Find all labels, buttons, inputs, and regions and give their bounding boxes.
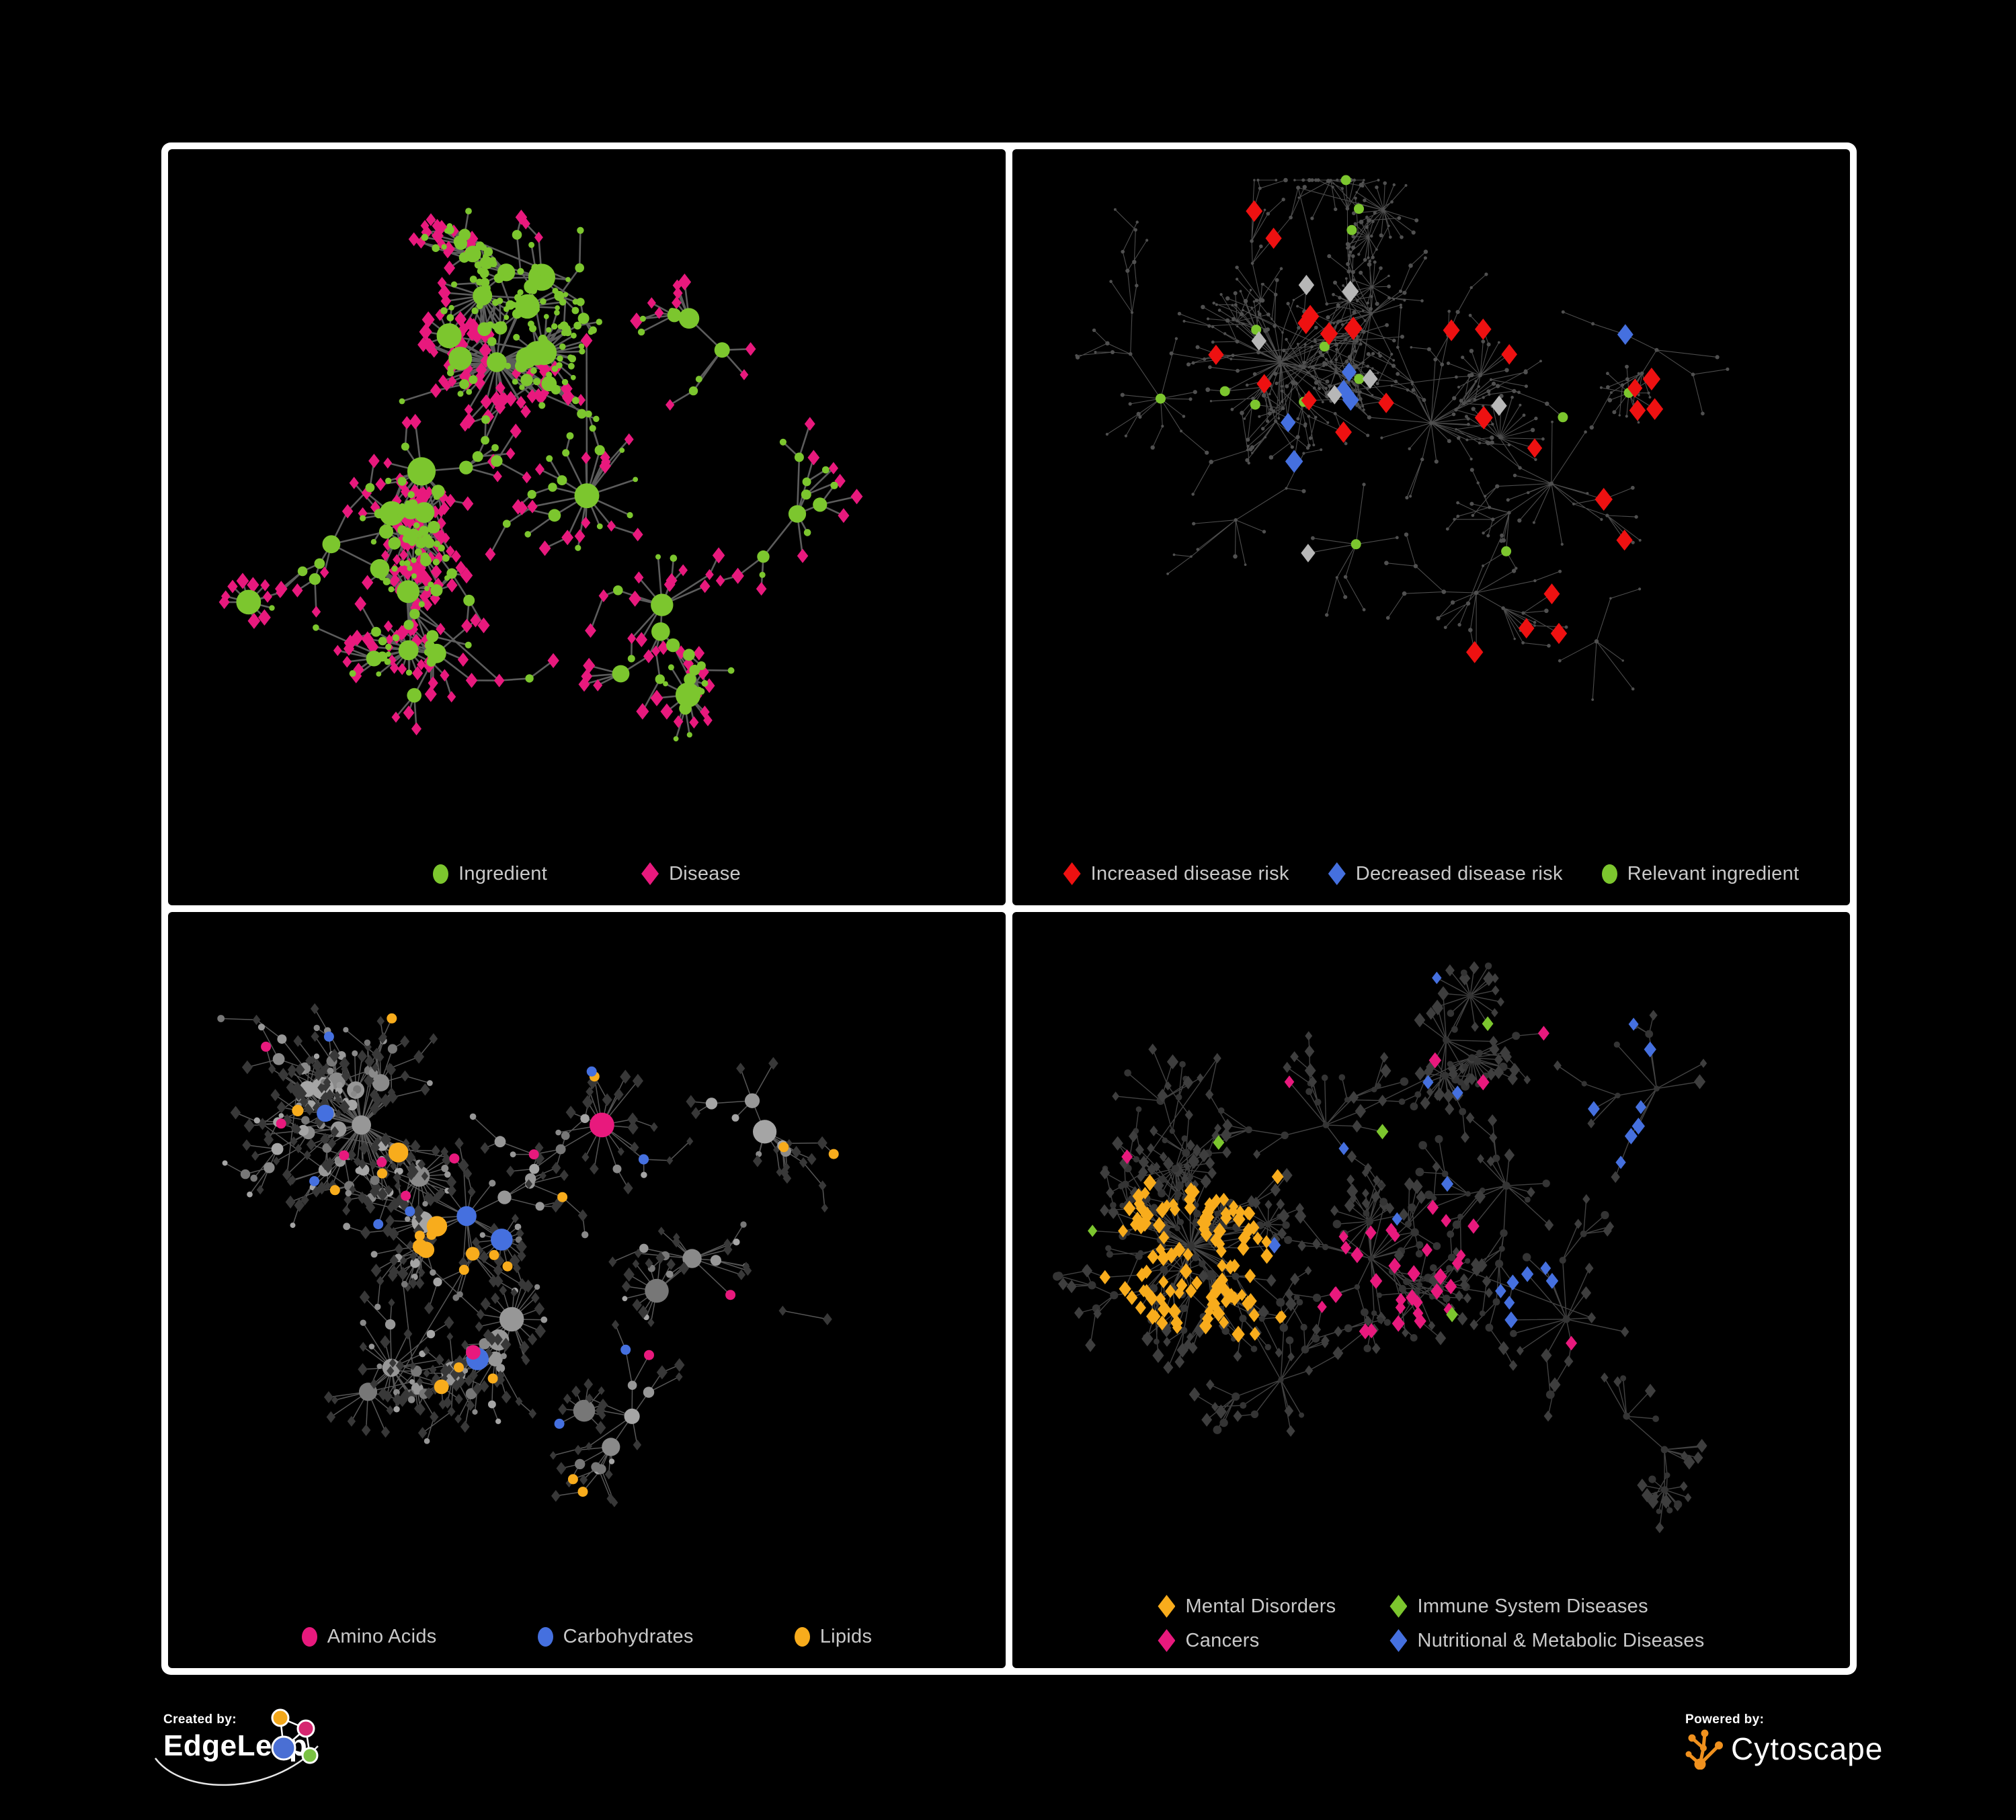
- created-by-label: Created by:: [163, 1712, 237, 1727]
- ingredient-marker-icon: [433, 864, 449, 884]
- legend-label: Nutritional & Metabolic Diseases: [1417, 1629, 1705, 1651]
- legend-item-carbohydrates: Carbohydrates: [537, 1626, 694, 1648]
- lipids-marker-icon: [794, 1627, 810, 1647]
- network-graph-ingredient-disease: [218, 208, 863, 742]
- legend-disease-risk: Increased disease risk Decreased disease…: [1012, 862, 1850, 885]
- panel-disease-risk: Increased disease risk Decreased disease…: [1012, 149, 1850, 905]
- created-by-credit: Created by: EdgeLeap: [154, 1708, 419, 1820]
- increased-risk-marker-icon: [1063, 862, 1081, 885]
- legend-label: Amino Acids: [327, 1626, 437, 1647]
- legend-label: Relevant ingredient: [1627, 862, 1800, 884]
- legend-item-lipids: Lipids: [794, 1626, 873, 1648]
- relevant-ingredient-marker-icon: [1601, 864, 1617, 884]
- edgeleap-wordmark: EdgeLeap: [163, 1729, 308, 1762]
- legend-item-decreased-risk: Decreased disease risk: [1328, 862, 1563, 885]
- network-graph-disease-risk: [1075, 175, 1730, 701]
- immune-diseases-marker-icon: [1389, 1595, 1408, 1618]
- panel-nutrient-classes: Amino Acids Carbohydrates Lipids: [168, 912, 1006, 1668]
- legend-item-amino-acids: Amino Acids: [301, 1626, 437, 1648]
- legend-ingredient-disease: Ingredient Disease: [168, 862, 1006, 885]
- nutritional-metabolic-marker-icon: [1389, 1629, 1408, 1652]
- legend-label: Lipids: [819, 1626, 873, 1647]
- legend-label: Carbohydrates: [563, 1626, 694, 1647]
- powered-by-credit: Powered by: Cytoscape: [1685, 1712, 2001, 1813]
- legend-label: Cancers: [1185, 1629, 1260, 1651]
- legend-item-disease: Disease: [641, 862, 741, 885]
- decreased-risk-marker-icon: [1328, 862, 1346, 885]
- legend-label: Increased disease risk: [1090, 862, 1289, 884]
- legend-label: Ingredient: [458, 862, 548, 884]
- panel-ingredient-disease: Ingredient Disease: [168, 149, 1006, 905]
- disease-marker-icon: [641, 862, 659, 885]
- cytoscape-logo-icon: [1685, 1729, 1723, 1770]
- legend-item-increased-risk: Increased disease risk: [1063, 862, 1289, 885]
- legend-disease-categories: Mental Disorders Immune System Diseases …: [1012, 1595, 1850, 1652]
- network-graph-nutrient-classes: [217, 1003, 839, 1507]
- powered-by-label: Powered by:: [1685, 1712, 1765, 1727]
- legend-item-mental-disorders: Mental Disorders: [1158, 1595, 1336, 1618]
- cytoscape-wordmark: Cytoscape: [1731, 1731, 1884, 1766]
- carbohydrates-marker-icon: [537, 1627, 553, 1647]
- legend-nutrient-classes: Amino Acids Carbohydrates Lipids: [168, 1626, 1006, 1648]
- network-graph-disease-categories: [1053, 961, 1707, 1534]
- legend-item-nutritional-metabolic: Nutritional & Metabolic Diseases: [1389, 1629, 1704, 1652]
- legend-item-relevant-ingredient: Relevant ingredient: [1601, 862, 1800, 885]
- legend-label: Mental Disorders: [1185, 1595, 1336, 1617]
- panel-grid: Ingredient Disease Increased disease ris…: [161, 142, 1857, 1675]
- mental-disorders-marker-icon: [1158, 1595, 1176, 1618]
- legend-label: Disease: [669, 862, 741, 884]
- amino-acids-marker-icon: [301, 1627, 317, 1647]
- panel-disease-categories: Mental Disorders Immune System Diseases …: [1012, 912, 1850, 1668]
- legend-item-cancers: Cancers: [1158, 1629, 1336, 1652]
- legend-item-ingredient: Ingredient: [433, 863, 547, 885]
- legend-label: Decreased disease risk: [1355, 862, 1563, 884]
- legend-item-immune-diseases: Immune System Diseases: [1389, 1595, 1704, 1618]
- legend-label: Immune System Diseases: [1417, 1595, 1648, 1617]
- cancers-marker-icon: [1158, 1629, 1176, 1652]
